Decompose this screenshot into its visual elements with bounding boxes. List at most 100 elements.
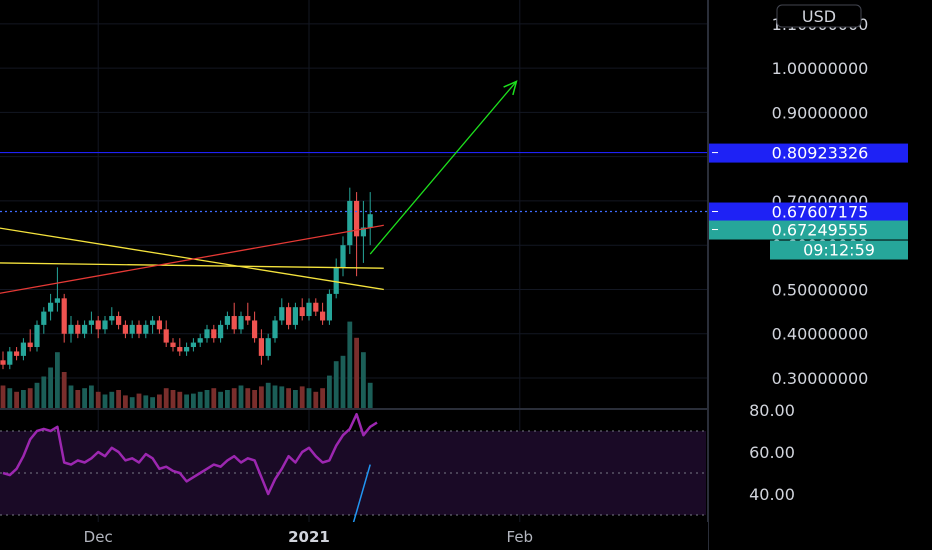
candle[interactable]: [68, 316, 74, 343]
candle[interactable]: [61, 293, 67, 343]
candle[interactable]: [299, 298, 305, 321]
candle[interactable]: [292, 302, 298, 330]
candle[interactable]: [279, 298, 285, 325]
volume-bar: [7, 388, 13, 408]
candle[interactable]: [190, 338, 196, 352]
candle[interactable]: [272, 316, 278, 343]
candle[interactable]: [48, 293, 54, 321]
volume-bar: [354, 337, 359, 408]
volume-bar: [367, 382, 373, 408]
candle[interactable]: [340, 236, 346, 277]
candle-body: [326, 293, 332, 321]
volume-bar: [75, 390, 81, 408]
candle-body: [177, 347, 183, 352]
candle-body: [150, 320, 156, 325]
candle[interactable]: [238, 311, 244, 334]
candle-body: [7, 351, 13, 365]
candle[interactable]: [156, 316, 162, 334]
candle[interactable]: [109, 307, 115, 325]
candle[interactable]: [177, 338, 183, 356]
candle[interactable]: [313, 298, 319, 317]
price-tag: 0.80923326: [709, 143, 908, 163]
candle-body: [306, 302, 312, 317]
volume-bar: [82, 388, 87, 408]
candle[interactable]: [320, 302, 326, 325]
currency-button[interactable]: USD: [776, 4, 862, 28]
rsi-axis-label: 80.00: [749, 401, 795, 420]
candle[interactable]: [245, 302, 251, 325]
candle[interactable]: [27, 329, 33, 352]
yellow-horizontal-line[interactable]: [0, 262, 384, 269]
candle-body: [163, 329, 169, 343]
volume-bar: [157, 394, 162, 408]
candle[interactable]: [286, 302, 292, 330]
candle[interactable]: [211, 324, 217, 343]
drawn-lines[interactable]: [0, 80, 708, 294]
candle[interactable]: [367, 192, 373, 246]
candle[interactable]: [143, 320, 149, 339]
volume-bar: [279, 386, 285, 408]
candle[interactable]: [41, 307, 47, 334]
candle[interactable]: [136, 320, 142, 339]
time-axis-background: [0, 522, 708, 550]
candle[interactable]: [14, 347, 20, 361]
candle-body: [272, 320, 278, 339]
volume-bars: [0, 321, 373, 408]
candle[interactable]: [197, 333, 203, 348]
candle-body: [292, 307, 298, 325]
candle[interactable]: [204, 324, 210, 343]
candle[interactable]: [75, 320, 81, 339]
candle-body: [265, 338, 271, 356]
countdown-tag: 09:12:59: [770, 240, 908, 260]
green-arrow-line[interactable]: [369, 80, 517, 255]
candle[interactable]: [122, 320, 128, 339]
candle[interactable]: [218, 320, 224, 343]
candle[interactable]: [82, 320, 88, 339]
volume-bar: [259, 386, 264, 408]
volume-bar: [184, 394, 189, 408]
candle[interactable]: [54, 267, 60, 312]
candle[interactable]: [184, 342, 190, 356]
candle[interactable]: [354, 192, 360, 277]
candle-body: [340, 245, 346, 268]
time-axis[interactable]: Dec 2021 Feb: [0, 522, 708, 550]
price-axis[interactable]: 1.100000001.000000000.900000000.80000000…: [772, 15, 869, 388]
candle[interactable]: [326, 289, 332, 325]
candle[interactable]: [150, 316, 156, 334]
volume-bar: [61, 372, 67, 408]
candle[interactable]: [333, 258, 339, 299]
candle[interactable]: [34, 320, 40, 352]
candle[interactable]: [0, 351, 6, 370]
yellow-descending-line[interactable]: [0, 227, 384, 291]
volume-bar: [109, 391, 115, 408]
candle[interactable]: [95, 316, 101, 339]
candle[interactable]: [163, 320, 169, 348]
candle[interactable]: [170, 338, 176, 352]
volume-bar: [27, 388, 33, 408]
candle[interactable]: [88, 311, 94, 334]
candle[interactable]: [252, 311, 258, 343]
candle[interactable]: [360, 200, 366, 263]
time-axis-label: 2021: [288, 528, 330, 546]
candle[interactable]: [258, 329, 264, 365]
candle[interactable]: [129, 320, 135, 339]
candle[interactable]: [231, 302, 237, 334]
candle[interactable]: [20, 338, 26, 361]
volume-bar: [327, 375, 332, 408]
candle[interactable]: [7, 347, 13, 370]
candle[interactable]: [224, 311, 230, 330]
candle[interactable]: [116, 311, 122, 330]
red-ascending-line[interactable]: [0, 224, 384, 294]
volume-bar: [340, 355, 346, 408]
candle[interactable]: [102, 316, 108, 334]
rsi-bands: [0, 430, 706, 516]
candle[interactable]: [347, 187, 353, 255]
candle[interactable]: [265, 333, 271, 361]
volume-bar: [143, 395, 149, 408]
candles[interactable]: [0, 187, 373, 370]
candle-body: [95, 320, 101, 330]
candle[interactable]: [306, 298, 312, 321]
volume-bar: [102, 394, 108, 408]
candle-body: [0, 360, 6, 365]
